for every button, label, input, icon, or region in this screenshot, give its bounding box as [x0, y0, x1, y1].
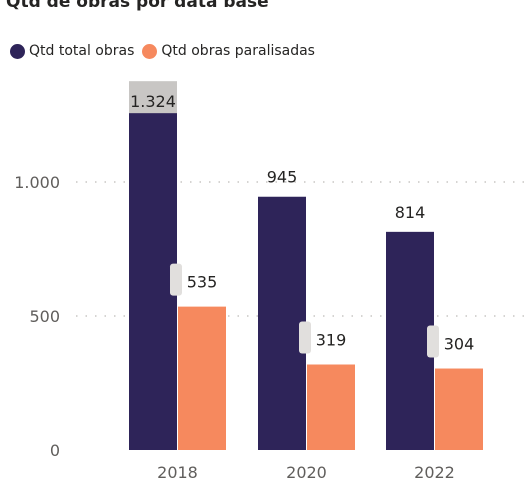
- y-tick-label: 1.000: [14, 173, 60, 192]
- data-label-total: 814: [395, 203, 426, 222]
- x-tick-label: 2020: [286, 463, 327, 480]
- x-tick-label: 2018: [157, 463, 198, 480]
- bar-total: [129, 95, 177, 450]
- legend-item-total[interactable]: Qtd total obras: [10, 43, 134, 59]
- legend-swatch-paralisadas: [142, 43, 158, 59]
- data-label-total: 945: [267, 168, 298, 187]
- bar-total: [258, 196, 306, 450]
- bar-paralisadas: [178, 306, 226, 450]
- bar-total: [386, 231, 434, 450]
- legend-swatch-total: [10, 43, 25, 59]
- legend-item-paralisadas[interactable]: Qtd obras paralisadas: [142, 43, 315, 59]
- bar-paralisadas: [307, 364, 355, 450]
- legend-label-paralisadas: Qtd obras paralisadas: [161, 43, 315, 59]
- data-label-paralisadas: 304: [444, 335, 475, 354]
- data-label-pill: [170, 263, 182, 296]
- data-label-paralisadas: 319: [316, 331, 347, 350]
- y-tick-label: 0: [50, 441, 60, 460]
- legend-label-total: Qtd total obras: [29, 43, 135, 59]
- data-label-pill: [427, 325, 439, 358]
- chart-title: Qtd de obras por data base: [6, 0, 269, 12]
- bar-paralisadas: [435, 368, 483, 450]
- data-label-bg: [129, 81, 177, 114]
- legend: Qtd total obras Qtd obras paralisadas: [10, 43, 323, 59]
- x-tick-label: 2022: [414, 463, 455, 480]
- data-label-paralisadas: 535: [187, 273, 218, 292]
- data-label-pill: [299, 321, 311, 354]
- data-label-total: 1.324: [130, 92, 176, 111]
- y-tick-label: 500: [29, 307, 60, 326]
